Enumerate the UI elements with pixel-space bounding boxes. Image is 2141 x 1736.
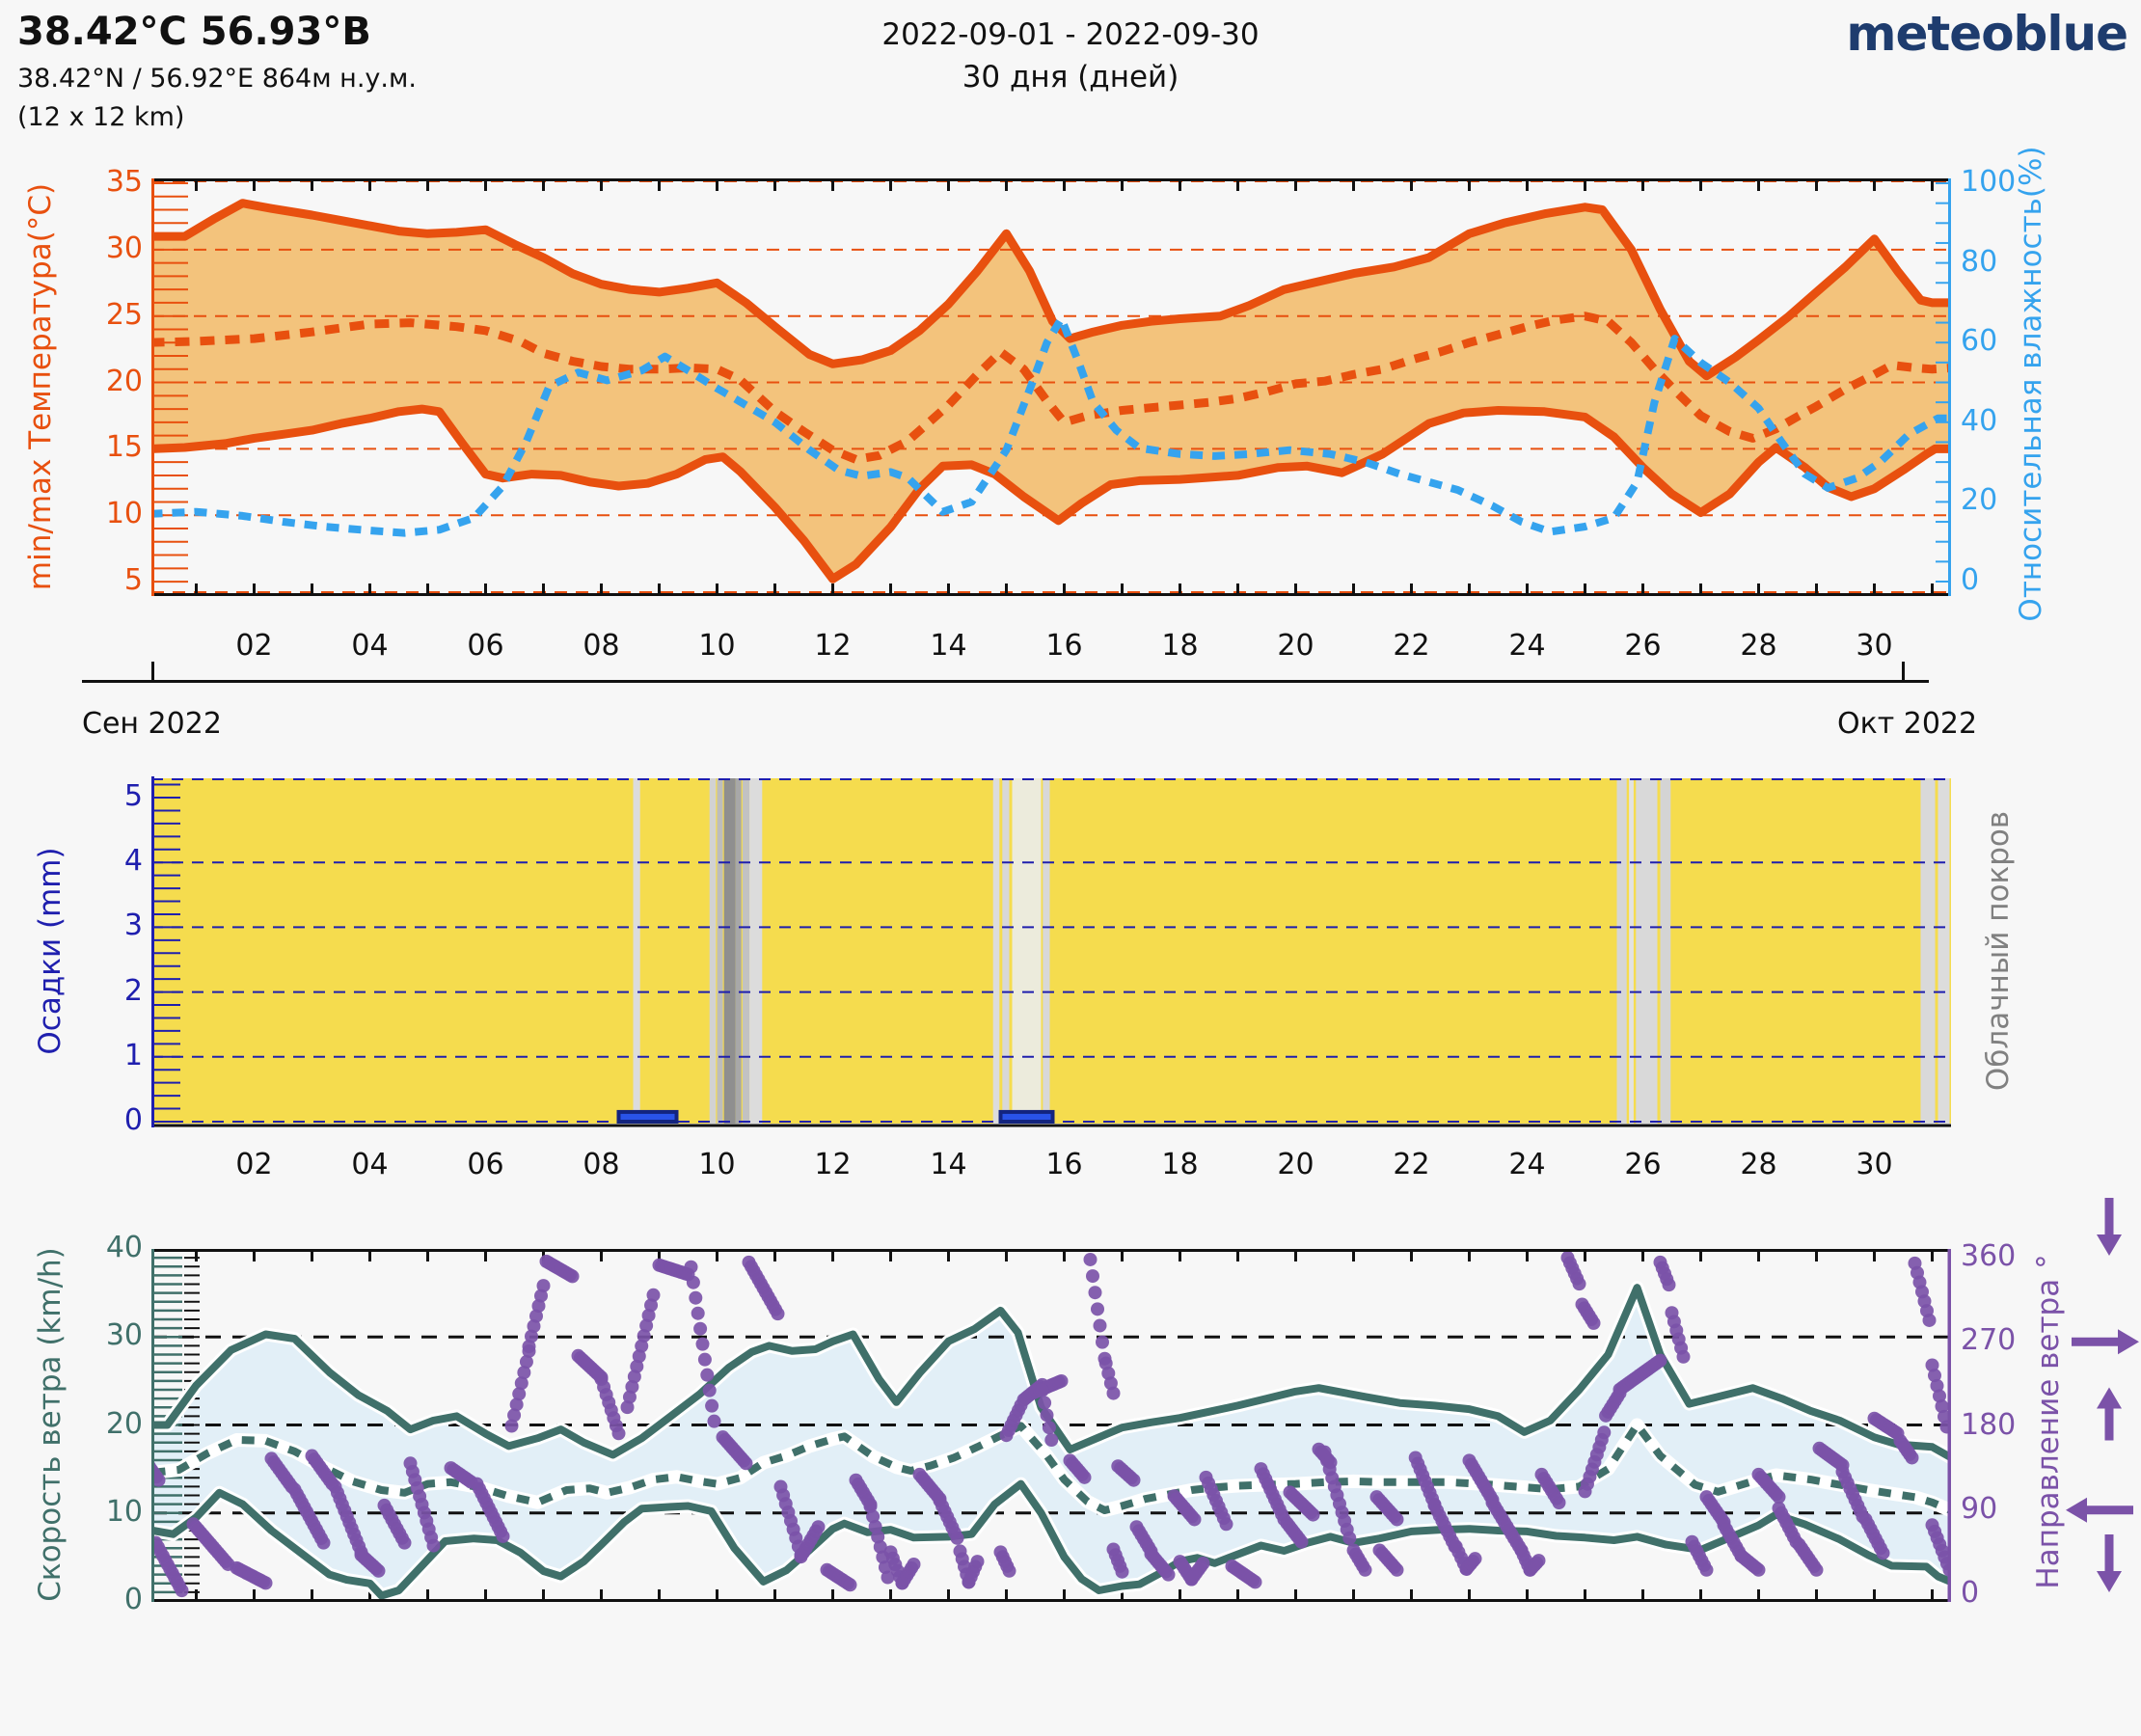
day-label: 22 (1393, 1148, 1430, 1181)
direction-arrow-right (2072, 1329, 2139, 1355)
day-label: 24 (1508, 629, 1546, 663)
day-label: 26 (1624, 1148, 1662, 1181)
date-range: 2022-09-01 - 2022-09-30 (881, 17, 1260, 52)
precipitation-cloud-chart (151, 776, 1951, 1127)
day-label: 28 (1740, 1148, 1777, 1181)
temperature-axis-title: min/max Температура(°C) (23, 182, 58, 591)
precip-tick-label: 2 (123, 973, 143, 1008)
wind-tick-label: 40 (105, 1231, 143, 1264)
day-label: 02 (235, 629, 273, 663)
humidity-axis-title: Относительная влажность(%) (2014, 146, 2048, 622)
wind-direction-arrows (2066, 1198, 2139, 1592)
temp-tick-label: 15 (105, 430, 143, 465)
month-tick-okt (1902, 662, 1905, 681)
precip-tick-label: 1 (123, 1038, 143, 1072)
day-label: 10 (698, 629, 736, 663)
precip-tick-label: 3 (123, 909, 143, 943)
day-label: 06 (467, 1148, 504, 1181)
month-tick-sep (151, 662, 154, 681)
grid-resolution: (12 x 12 km) (17, 102, 185, 132)
direction-arrow-down (2097, 1198, 2122, 1257)
day-label: 12 (814, 629, 852, 663)
day-label: 08 (583, 1148, 620, 1181)
day-label: 08 (583, 629, 620, 663)
temperature-humidity-chart (151, 178, 1951, 596)
wind-chart (151, 1249, 1951, 1602)
day-label: 16 (1045, 1148, 1083, 1181)
wind-tick-label: 30 (105, 1318, 143, 1353)
direction-arrow-left (2066, 1497, 2133, 1523)
wind-tick-label: 10 (105, 1494, 143, 1529)
day-label: 24 (1508, 1148, 1546, 1181)
humidity-tick-label: 100 (1961, 165, 2017, 199)
precip-tick-label: 4 (123, 844, 143, 879)
direction-tick-label: 90 (1961, 1491, 1998, 1526)
temp-tick-label: 35 (105, 165, 143, 199)
day-label: 10 (698, 1148, 736, 1181)
wind-speed-axis-title: Скорость ветра (km/h) (33, 1247, 68, 1602)
humidity-tick-label: 60 (1961, 324, 1998, 359)
direction-tick-label: 270 (1961, 1323, 2017, 1358)
day-label: 20 (1277, 629, 1314, 663)
humidity-tick-label: 0 (1961, 563, 1980, 597)
temp-tick-label: 5 (123, 563, 143, 598)
day-label: 14 (930, 1148, 967, 1181)
direction-tick-label: 180 (1961, 1407, 2017, 1442)
humidity-tick-label: 40 (1961, 403, 1998, 438)
day-label: 28 (1740, 629, 1777, 663)
day-label: 06 (467, 629, 504, 663)
direction-tick-label: 360 (1961, 1239, 2017, 1274)
duration-label: 30 дня (дней) (962, 60, 1179, 95)
day-label: 20 (1277, 1148, 1314, 1181)
day-label: 02 (235, 1148, 273, 1181)
day-label: 30 (1856, 629, 1893, 663)
precipitation-axis-title: Осадки (mm) (33, 847, 68, 1055)
day-label: 30 (1856, 1148, 1893, 1181)
temp-tick-label: 20 (105, 364, 143, 398)
temp-tick-label: 10 (105, 497, 143, 531)
humidity-tick-label: 20 (1961, 483, 1998, 518)
temp-tick-label: 25 (105, 297, 143, 332)
day-label: 18 (1161, 629, 1199, 663)
temp-tick-label: 30 (105, 231, 143, 265)
day-label: 18 (1161, 1148, 1199, 1181)
wind-tick-label: 0 (123, 1583, 143, 1616)
direction-arrow-down (2097, 1534, 2122, 1592)
month-label-sep: Сен 2022 (82, 707, 222, 741)
direction-arrow-up (2097, 1387, 2122, 1441)
cloud-cover-axis-title: Облачный покров (1981, 810, 2016, 1092)
meteoblue-logo: meteoblue (1846, 6, 2128, 62)
precip-tick-label: 5 (123, 779, 143, 813)
day-label: 12 (814, 1148, 852, 1181)
humidity-tick-label: 80 (1961, 244, 1998, 279)
month-label-okt: Окт 2022 (1837, 707, 1978, 741)
month-axis-line (82, 680, 1929, 683)
day-label: 04 (351, 1148, 389, 1181)
precip-tick-label: 0 (123, 1103, 143, 1137)
day-label: 16 (1045, 629, 1083, 663)
direction-tick-label: 0 (1961, 1576, 1980, 1610)
day-label: 04 (351, 629, 389, 663)
day-label: 22 (1393, 629, 1430, 663)
wind-tick-label: 20 (105, 1406, 143, 1441)
location-coordinates: 38.42°N / 56.92°E 864м н.у.м. (17, 64, 417, 94)
day-label: 14 (930, 629, 967, 663)
day-label: 26 (1624, 629, 1662, 663)
location-title: 38.42°C 56.93°B (17, 10, 371, 54)
